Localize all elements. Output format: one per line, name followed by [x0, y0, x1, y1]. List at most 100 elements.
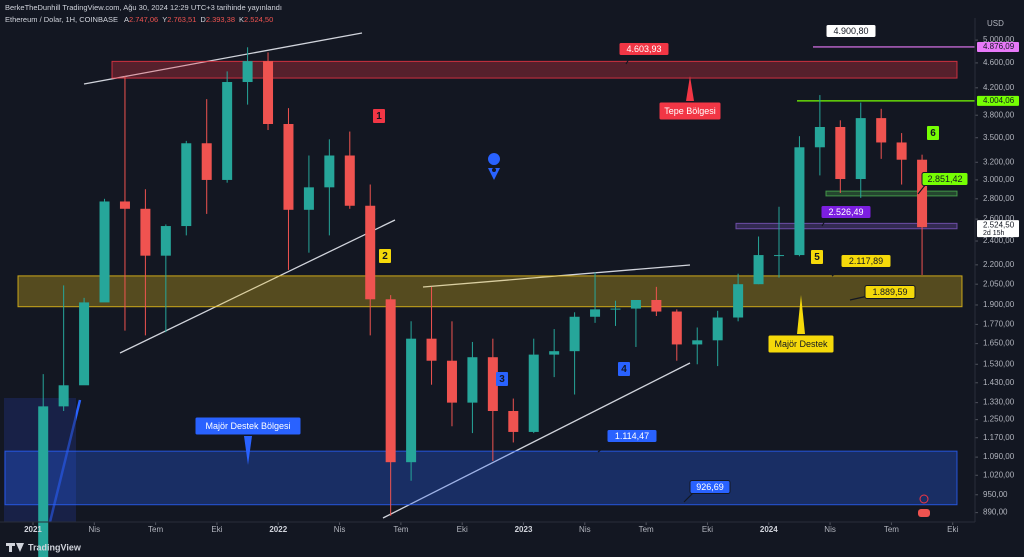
- marker: 1: [376, 111, 382, 122]
- candle-body: [242, 61, 253, 83]
- alert-icon: [919, 494, 929, 504]
- candle-body: [140, 208, 151, 256]
- candle-body: [119, 201, 130, 209]
- x-tick-label: Nis: [334, 525, 346, 534]
- candle-body: [79, 302, 90, 386]
- candle-body: [58, 385, 69, 407]
- value-label-box: [921, 172, 969, 186]
- value-label: 2.526,49: [828, 207, 863, 217]
- ohlc-value: 2.747,06: [129, 15, 158, 24]
- x-tick-label: 2022: [269, 525, 287, 534]
- x-tick-label: Nis: [89, 525, 101, 534]
- y-tick-label: 2.600,00: [983, 214, 1015, 223]
- callout-pointer: [686, 76, 694, 101]
- value-label-box: [618, 42, 670, 56]
- x-tick-label: Nis: [579, 525, 591, 534]
- y-tick-label: 3.200,00: [983, 157, 1015, 166]
- candle-body: [446, 360, 457, 403]
- value-label-group: 4.603,93: [618, 42, 670, 56]
- y-tick-label: 2.400,00: [983, 236, 1015, 245]
- value-label-box: [606, 429, 658, 443]
- x-tick-label: Eki: [947, 525, 958, 534]
- candle-body: [753, 255, 764, 285]
- zone: [735, 222, 958, 230]
- ohlc-value: 2.524,50: [244, 15, 273, 24]
- countdown: 2d 15h: [983, 230, 1005, 237]
- candle-body: [896, 142, 907, 160]
- candle-body: [508, 410, 519, 432]
- marker-box: [618, 362, 630, 376]
- marker-box: [373, 109, 385, 123]
- candle-body: [467, 357, 478, 403]
- candle-body: [692, 340, 703, 345]
- value-label-box: [689, 480, 731, 494]
- zone: [825, 190, 958, 197]
- y-tick-label: 1.900,00: [983, 300, 1015, 309]
- value-label-box: [820, 205, 872, 219]
- price-line-label: 4.004,06: [983, 96, 1015, 105]
- location-icon-dot: [492, 168, 496, 172]
- y-tick-label: 1.530,00: [983, 359, 1015, 368]
- y-tick-label: 1.330,00: [983, 398, 1015, 407]
- value-label-group: 4.900,80: [825, 24, 877, 38]
- ohlc-key: K: [239, 15, 244, 24]
- candle-body: [590, 309, 601, 317]
- candle-body: [283, 124, 294, 210]
- zone: [17, 275, 963, 308]
- value-label-group: 926,69: [689, 480, 731, 494]
- candle-body: [222, 82, 233, 180]
- marker: 3: [499, 374, 505, 385]
- y-tick-label: 950,00: [983, 490, 1008, 499]
- y-tick-label: 3.000,00: [983, 175, 1015, 184]
- candle-body: [733, 284, 744, 318]
- candle-body: [160, 226, 171, 256]
- candle-body: [38, 406, 49, 557]
- candle-body: [99, 201, 110, 303]
- brand: TradingView: [28, 542, 82, 552]
- marker-box: [927, 126, 939, 140]
- value-label-box: [840, 254, 892, 268]
- ohlc-key: Y: [162, 15, 167, 24]
- x-tick-label: Tem: [148, 525, 163, 534]
- candle-body: [426, 338, 437, 361]
- price-line-label: 4.876,09: [983, 42, 1015, 51]
- candle-body: [671, 311, 682, 345]
- candle-body: [201, 143, 212, 180]
- y-tick-label: 3.800,00: [983, 110, 1015, 119]
- y-tick-label: 2.050,00: [983, 279, 1015, 288]
- candle-body: [181, 143, 192, 227]
- candle-body: [917, 159, 928, 228]
- candle-body: [835, 126, 846, 180]
- candle-body: [712, 317, 723, 341]
- header-title: BerkeTheDunhill TradingView.com, Ağu 30,…: [5, 3, 282, 12]
- y-tick-label: 1.770,00: [983, 319, 1015, 328]
- callout-box: [658, 101, 722, 121]
- y-tick-label: 2.200,00: [983, 260, 1015, 269]
- candle-body: [855, 118, 866, 180]
- y-tick-label: 1.650,00: [983, 339, 1015, 348]
- y-tick-label: 3.500,00: [983, 133, 1015, 142]
- candle-body: [263, 61, 274, 125]
- symbol-line: Ethereum / Dolar, 1H, COINBASE A2.747,06 Y…: [5, 15, 273, 24]
- value-label: 2.851,42: [927, 174, 962, 184]
- callout-box: [194, 416, 302, 436]
- marker-box: [496, 372, 508, 386]
- y-tick-label: 4.200,00: [983, 83, 1015, 92]
- last-price-tag: [977, 220, 1019, 238]
- marker-box: [379, 249, 391, 263]
- y-tick-label: 1.090,00: [983, 452, 1015, 461]
- x-tick-label: Tem: [639, 525, 654, 534]
- callout-group: Tepe Bölgesi: [658, 101, 722, 121]
- x-tick-label: Nis: [824, 525, 836, 534]
- candle-body: [569, 316, 580, 352]
- y-tick-label: 1.250,00: [983, 415, 1015, 424]
- x-tick-label: Tem: [884, 525, 899, 534]
- candle-body: [814, 126, 825, 148]
- value-label-box: [864, 285, 916, 299]
- x-tick-label: 2023: [515, 525, 533, 534]
- candle-body: [303, 187, 314, 210]
- flag-icon: [918, 509, 930, 517]
- x-tick-label: 2024: [760, 525, 778, 534]
